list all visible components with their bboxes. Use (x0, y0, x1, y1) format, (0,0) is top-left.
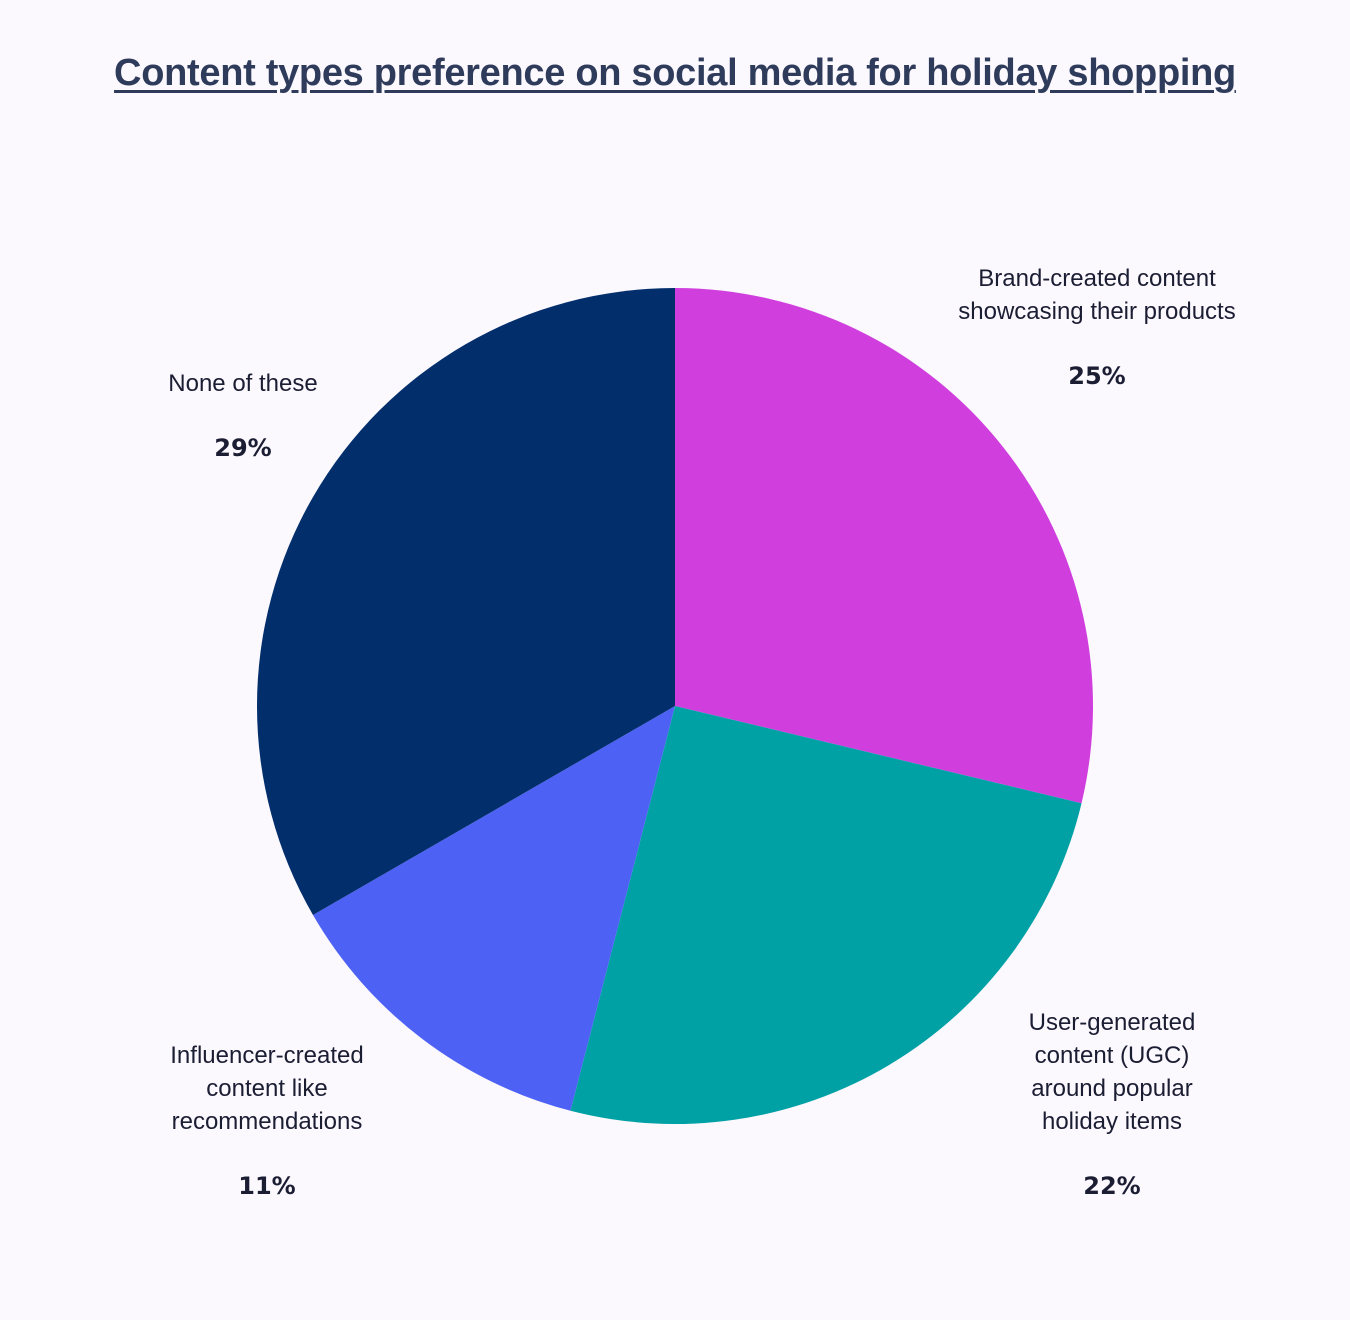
slice-none-of-these (257, 288, 675, 915)
pie-slices (257, 288, 1093, 1124)
slice-name: User-generated content (UGC) around popu… (1028, 1009, 1196, 1135)
slice-name: Influencer-created content like recommen… (170, 1042, 364, 1135)
slice-label-none-of-these: None of these 29% (133, 367, 353, 465)
slice-value: 25% (1068, 362, 1126, 390)
slice-influencer-created (313, 706, 675, 1111)
slice-name: None of these (168, 370, 318, 397)
slice-brand-created (675, 288, 1093, 804)
slice-label-brand-created: Brand-created content showcasing their p… (957, 262, 1237, 393)
slice-user-generated (570, 706, 1082, 1124)
slice-label-user-generated: User-generated content (UGC) around popu… (1007, 1006, 1217, 1203)
slice-name: Brand-created content showcasing their p… (958, 265, 1236, 325)
slice-label-influencer-created: Influencer-created content like recommen… (147, 1039, 387, 1203)
slice-value: 29% (214, 434, 272, 462)
slice-value: 11% (238, 1172, 296, 1200)
chart-title: Content types preference on social media… (114, 52, 1236, 94)
slice-value: 22% (1083, 1172, 1141, 1200)
